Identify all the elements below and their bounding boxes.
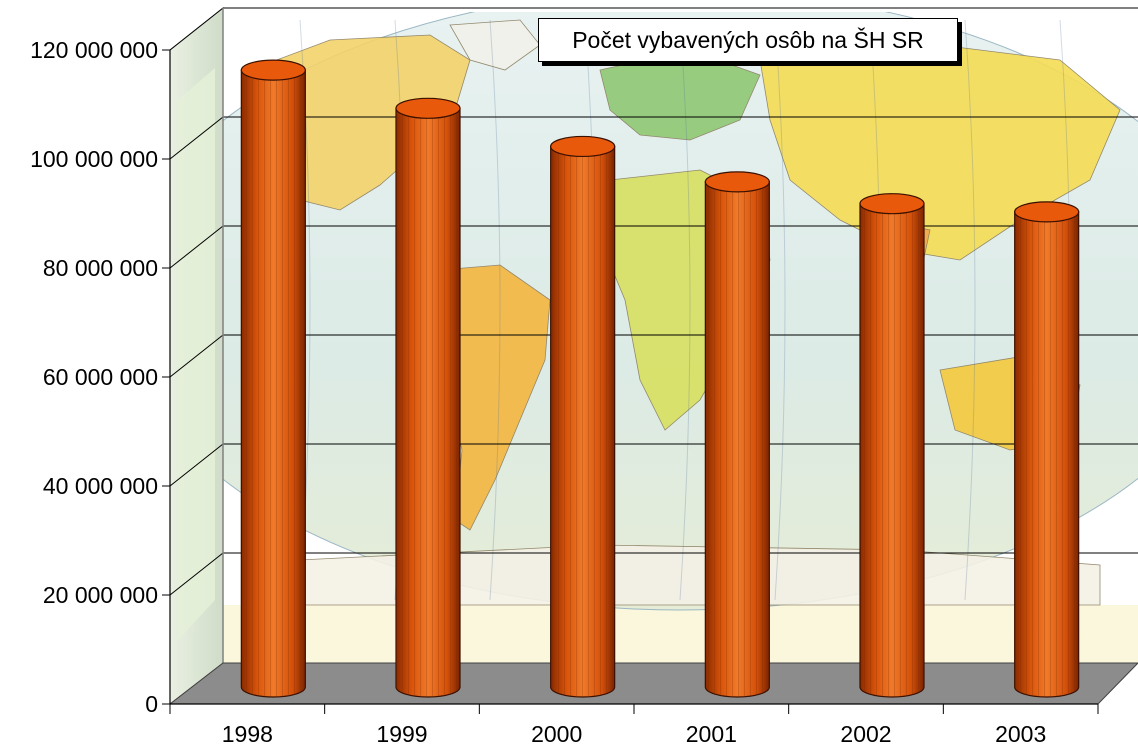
bar-texture — [1014, 211, 1079, 697]
bar-top — [240, 59, 306, 81]
map-greenland — [449, 19, 541, 71]
gridline-side — [169, 7, 224, 51]
bar-top — [859, 193, 925, 215]
bar-texture — [241, 70, 306, 697]
bar-texture — [705, 181, 770, 698]
x-tick-label: 2000 — [531, 721, 582, 747]
map-meridian — [489, 19, 501, 601]
bar-texture — [550, 146, 615, 698]
map-lower-band — [223, 605, 1138, 663]
map-meridian — [679, 19, 691, 601]
x-tick-label: 1999 — [376, 721, 427, 747]
bar — [240, 59, 306, 698]
y-tick-label: 0 — [145, 691, 158, 717]
gridline-side — [169, 443, 224, 487]
map-meridian — [774, 19, 786, 601]
bar — [704, 171, 770, 698]
y-tick-label: 60 000 000 — [43, 364, 158, 390]
gridline-side — [169, 552, 224, 596]
bar-top — [550, 135, 616, 158]
gridline-side — [169, 334, 224, 378]
bar — [550, 135, 616, 698]
bar-texture — [860, 203, 924, 698]
bar — [1014, 201, 1080, 698]
y-tick-label: 120 000 000 — [30, 37, 158, 63]
side-wall-map — [178, 68, 215, 640]
bar-top — [704, 171, 770, 193]
bar-texture — [396, 108, 460, 698]
bar-top — [395, 97, 461, 119]
gridline-side — [169, 225, 224, 269]
bar — [395, 97, 461, 698]
y-tick-label: 100 000 000 — [30, 146, 158, 172]
chart-floor — [168, 662, 1138, 705]
y-tick-label: 20 000 000 — [43, 582, 158, 608]
x-tick-label: 2001 — [686, 721, 737, 747]
x-tick-label: 2003 — [995, 721, 1046, 747]
y-tick-label: 80 000 000 — [43, 255, 158, 281]
x-tick-label: 2002 — [840, 721, 891, 747]
bar-top — [1014, 201, 1080, 223]
bar — [859, 193, 925, 698]
map-meridian — [964, 19, 976, 601]
y-tick-label: 40 000 000 — [43, 473, 158, 499]
x-tick-label: 1998 — [222, 721, 273, 747]
gridline-side — [169, 116, 224, 160]
chart-title: Počet vybavených osôb na ŠH SR — [538, 18, 958, 62]
